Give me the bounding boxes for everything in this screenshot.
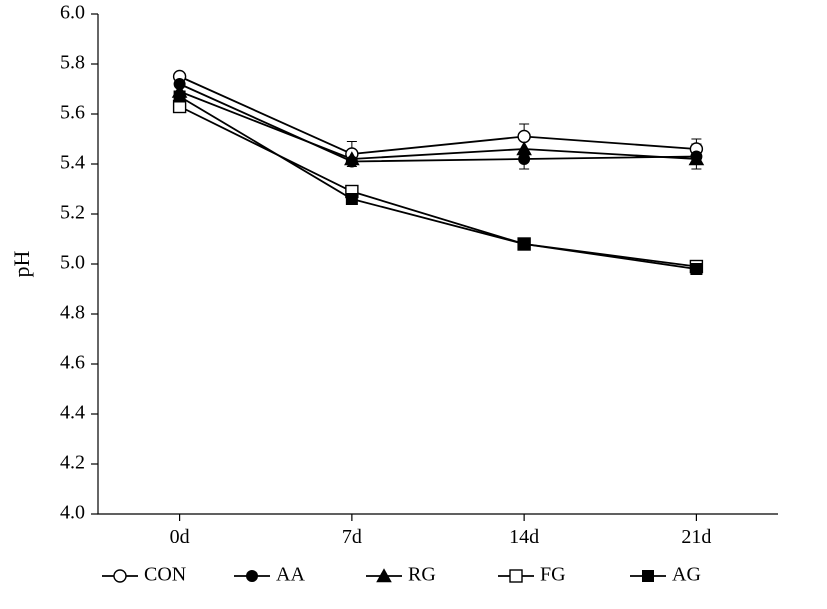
- y-tick-label: 4.6: [60, 352, 85, 374]
- legend-item-RG: RG: [366, 564, 436, 586]
- x-tick-label: 7d: [342, 526, 362, 548]
- y-tick-label: 5.6: [60, 102, 85, 124]
- legend-label-RG: RG: [408, 564, 436, 586]
- legend-marker-CON: [114, 570, 126, 582]
- y-tick-label: 5.4: [60, 152, 85, 174]
- legend-marker-AA: [246, 570, 258, 582]
- series-line-RG: [180, 92, 697, 160]
- legend-label-AA: AA: [276, 564, 305, 586]
- legend-item-CON: CON: [102, 564, 186, 586]
- y-tick-label: 4.2: [60, 452, 85, 474]
- y-tick-label: 6.0: [60, 2, 85, 24]
- ph-line-chart: 6.0 5.8 5.6 5.4 5.2 5.0 4.8 4.6 4.4 4.2 4.0 pH 0d 7d 1…: [0, 0, 827, 609]
- legend-item-FG: FG: [498, 564, 566, 586]
- y-tick-label: 5.8: [60, 52, 85, 74]
- legend-item-AG: AG: [630, 564, 701, 586]
- marker-AG: [518, 238, 530, 250]
- x-tick-label: 21d: [681, 526, 711, 548]
- y-tick-label: 4.8: [60, 302, 85, 324]
- marker-AG: [174, 91, 186, 103]
- legend-label-FG: FG: [540, 564, 566, 586]
- marker-CON: [518, 131, 530, 143]
- legend-label-CON: CON: [144, 564, 186, 586]
- legend-marker-FG: [510, 570, 522, 582]
- x-tick-label: 0d: [170, 526, 190, 548]
- marker-AG: [690, 263, 702, 275]
- y-tick-label: 4.0: [60, 502, 85, 524]
- legend-marker-AG: [642, 570, 654, 582]
- marker-AG: [346, 193, 358, 205]
- y-axis-label: pH: [9, 250, 34, 277]
- legend-item-AA: AA: [234, 564, 305, 586]
- series-line-FG: [180, 107, 697, 267]
- legend-label-AG: AG: [672, 564, 701, 586]
- marker-RG: [516, 141, 532, 155]
- y-tick-label: 5.2: [60, 202, 85, 224]
- y-tick-label: 5.0: [60, 252, 85, 274]
- y-tick-label: 4.4: [60, 402, 85, 424]
- chart-svg: 6.0 5.8 5.6 5.4 5.2 5.0 4.8 4.6 4.4 4.2 4.0 pH 0d 7d 1…: [0, 0, 827, 609]
- x-tick-label: 14d: [509, 526, 539, 548]
